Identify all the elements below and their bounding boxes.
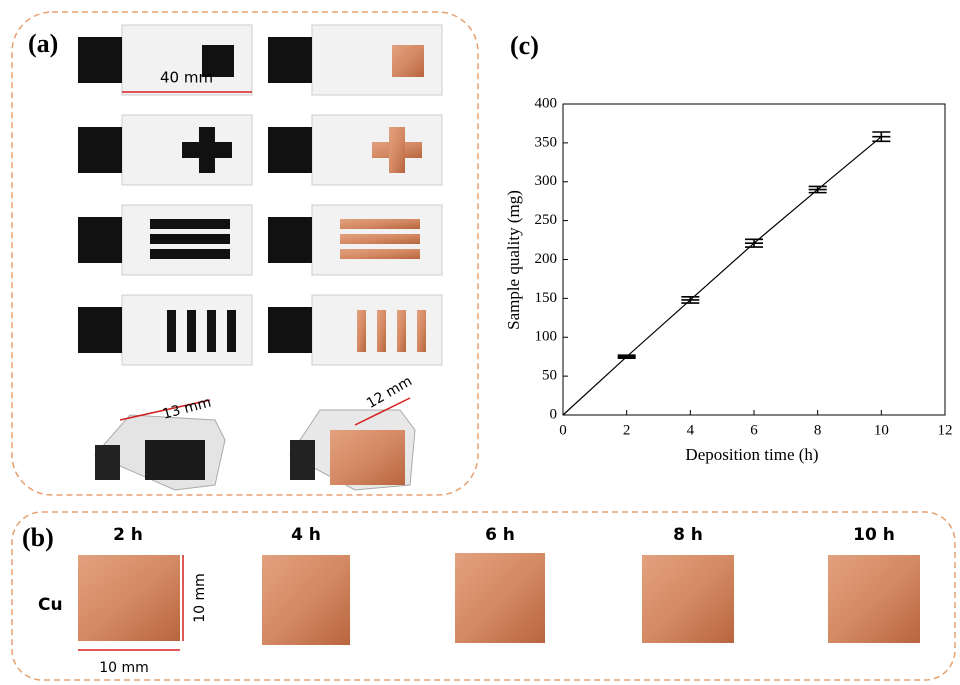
sample (642, 555, 734, 643)
figure: (a) 40 mm 13 mm 12 mm (b) Cu 2 h 4 h 6 h… (0, 0, 960, 685)
pattern (397, 310, 406, 352)
error-bar (618, 355, 636, 358)
pattern (377, 310, 386, 352)
y-tick-label: 400 (535, 95, 558, 111)
material-label: Cu (38, 595, 63, 615)
device-clip (268, 307, 312, 353)
pattern (340, 219, 420, 229)
sample (78, 555, 180, 641)
pattern (357, 310, 366, 352)
error-bar (681, 297, 699, 303)
x-tick-label: 0 (559, 422, 567, 438)
error-bar (809, 186, 827, 192)
device-clip (268, 127, 312, 173)
pattern (340, 234, 420, 244)
y-tick-label: 350 (535, 134, 558, 150)
dimension-label: 10 mm (192, 573, 208, 623)
pattern (187, 310, 196, 352)
time-label: 10 h (853, 525, 895, 545)
device-clip (268, 217, 312, 263)
pattern (167, 310, 176, 352)
y-tick-label: 300 (535, 173, 558, 189)
y-tick-label: 100 (535, 329, 558, 345)
time-label: 4 h (291, 525, 321, 545)
devices (78, 25, 442, 365)
pattern (392, 45, 424, 77)
error-bar (872, 132, 890, 141)
y-tick-label: 50 (542, 368, 557, 384)
pattern (199, 127, 215, 173)
data-line (563, 137, 881, 415)
pattern (150, 219, 230, 229)
x-tick-label: 2 (623, 422, 631, 438)
box-left (95, 400, 225, 490)
panel-label: (a) (28, 29, 58, 58)
pattern (150, 249, 230, 259)
x-tick-label: 6 (750, 422, 758, 438)
y-tick-label: 200 (535, 251, 558, 267)
dimension-label: 12 mm (364, 373, 415, 412)
pattern (417, 310, 426, 352)
device-clip (268, 37, 312, 83)
x-tick-label: 4 (687, 422, 695, 438)
device-clip (78, 217, 122, 263)
pattern (227, 310, 236, 352)
y-axis-title: Sample quality (mg) (504, 190, 523, 330)
dimension-label: 10 mm (99, 660, 149, 676)
x-tick-label: 8 (814, 422, 822, 438)
device-clip (78, 37, 122, 83)
time-label: 6 h (485, 525, 515, 545)
device-clip (78, 307, 122, 353)
sample (455, 553, 545, 643)
y-tick-label: 0 (550, 406, 558, 422)
error-bar (745, 239, 763, 247)
x-tick-label: 12 (938, 422, 953, 438)
device-clip (78, 127, 122, 173)
panel-label: (c) (510, 31, 539, 60)
x-tick-label: 10 (874, 422, 889, 438)
pattern (340, 249, 420, 259)
panel-label: (b) (22, 523, 54, 552)
y-tick-label: 150 (535, 290, 558, 306)
pattern (207, 310, 216, 352)
sample (828, 555, 920, 643)
dimension-label: 40 mm (160, 69, 213, 87)
plot-frame (563, 104, 945, 415)
pattern (389, 127, 405, 173)
pattern (150, 234, 230, 244)
time-label: 2 h (113, 525, 143, 545)
box-right (290, 398, 415, 490)
time-label: 8 h (673, 525, 703, 545)
sample (262, 555, 350, 645)
y-tick-label: 250 (535, 212, 558, 228)
x-axis-title: Deposition time (h) (685, 445, 818, 464)
